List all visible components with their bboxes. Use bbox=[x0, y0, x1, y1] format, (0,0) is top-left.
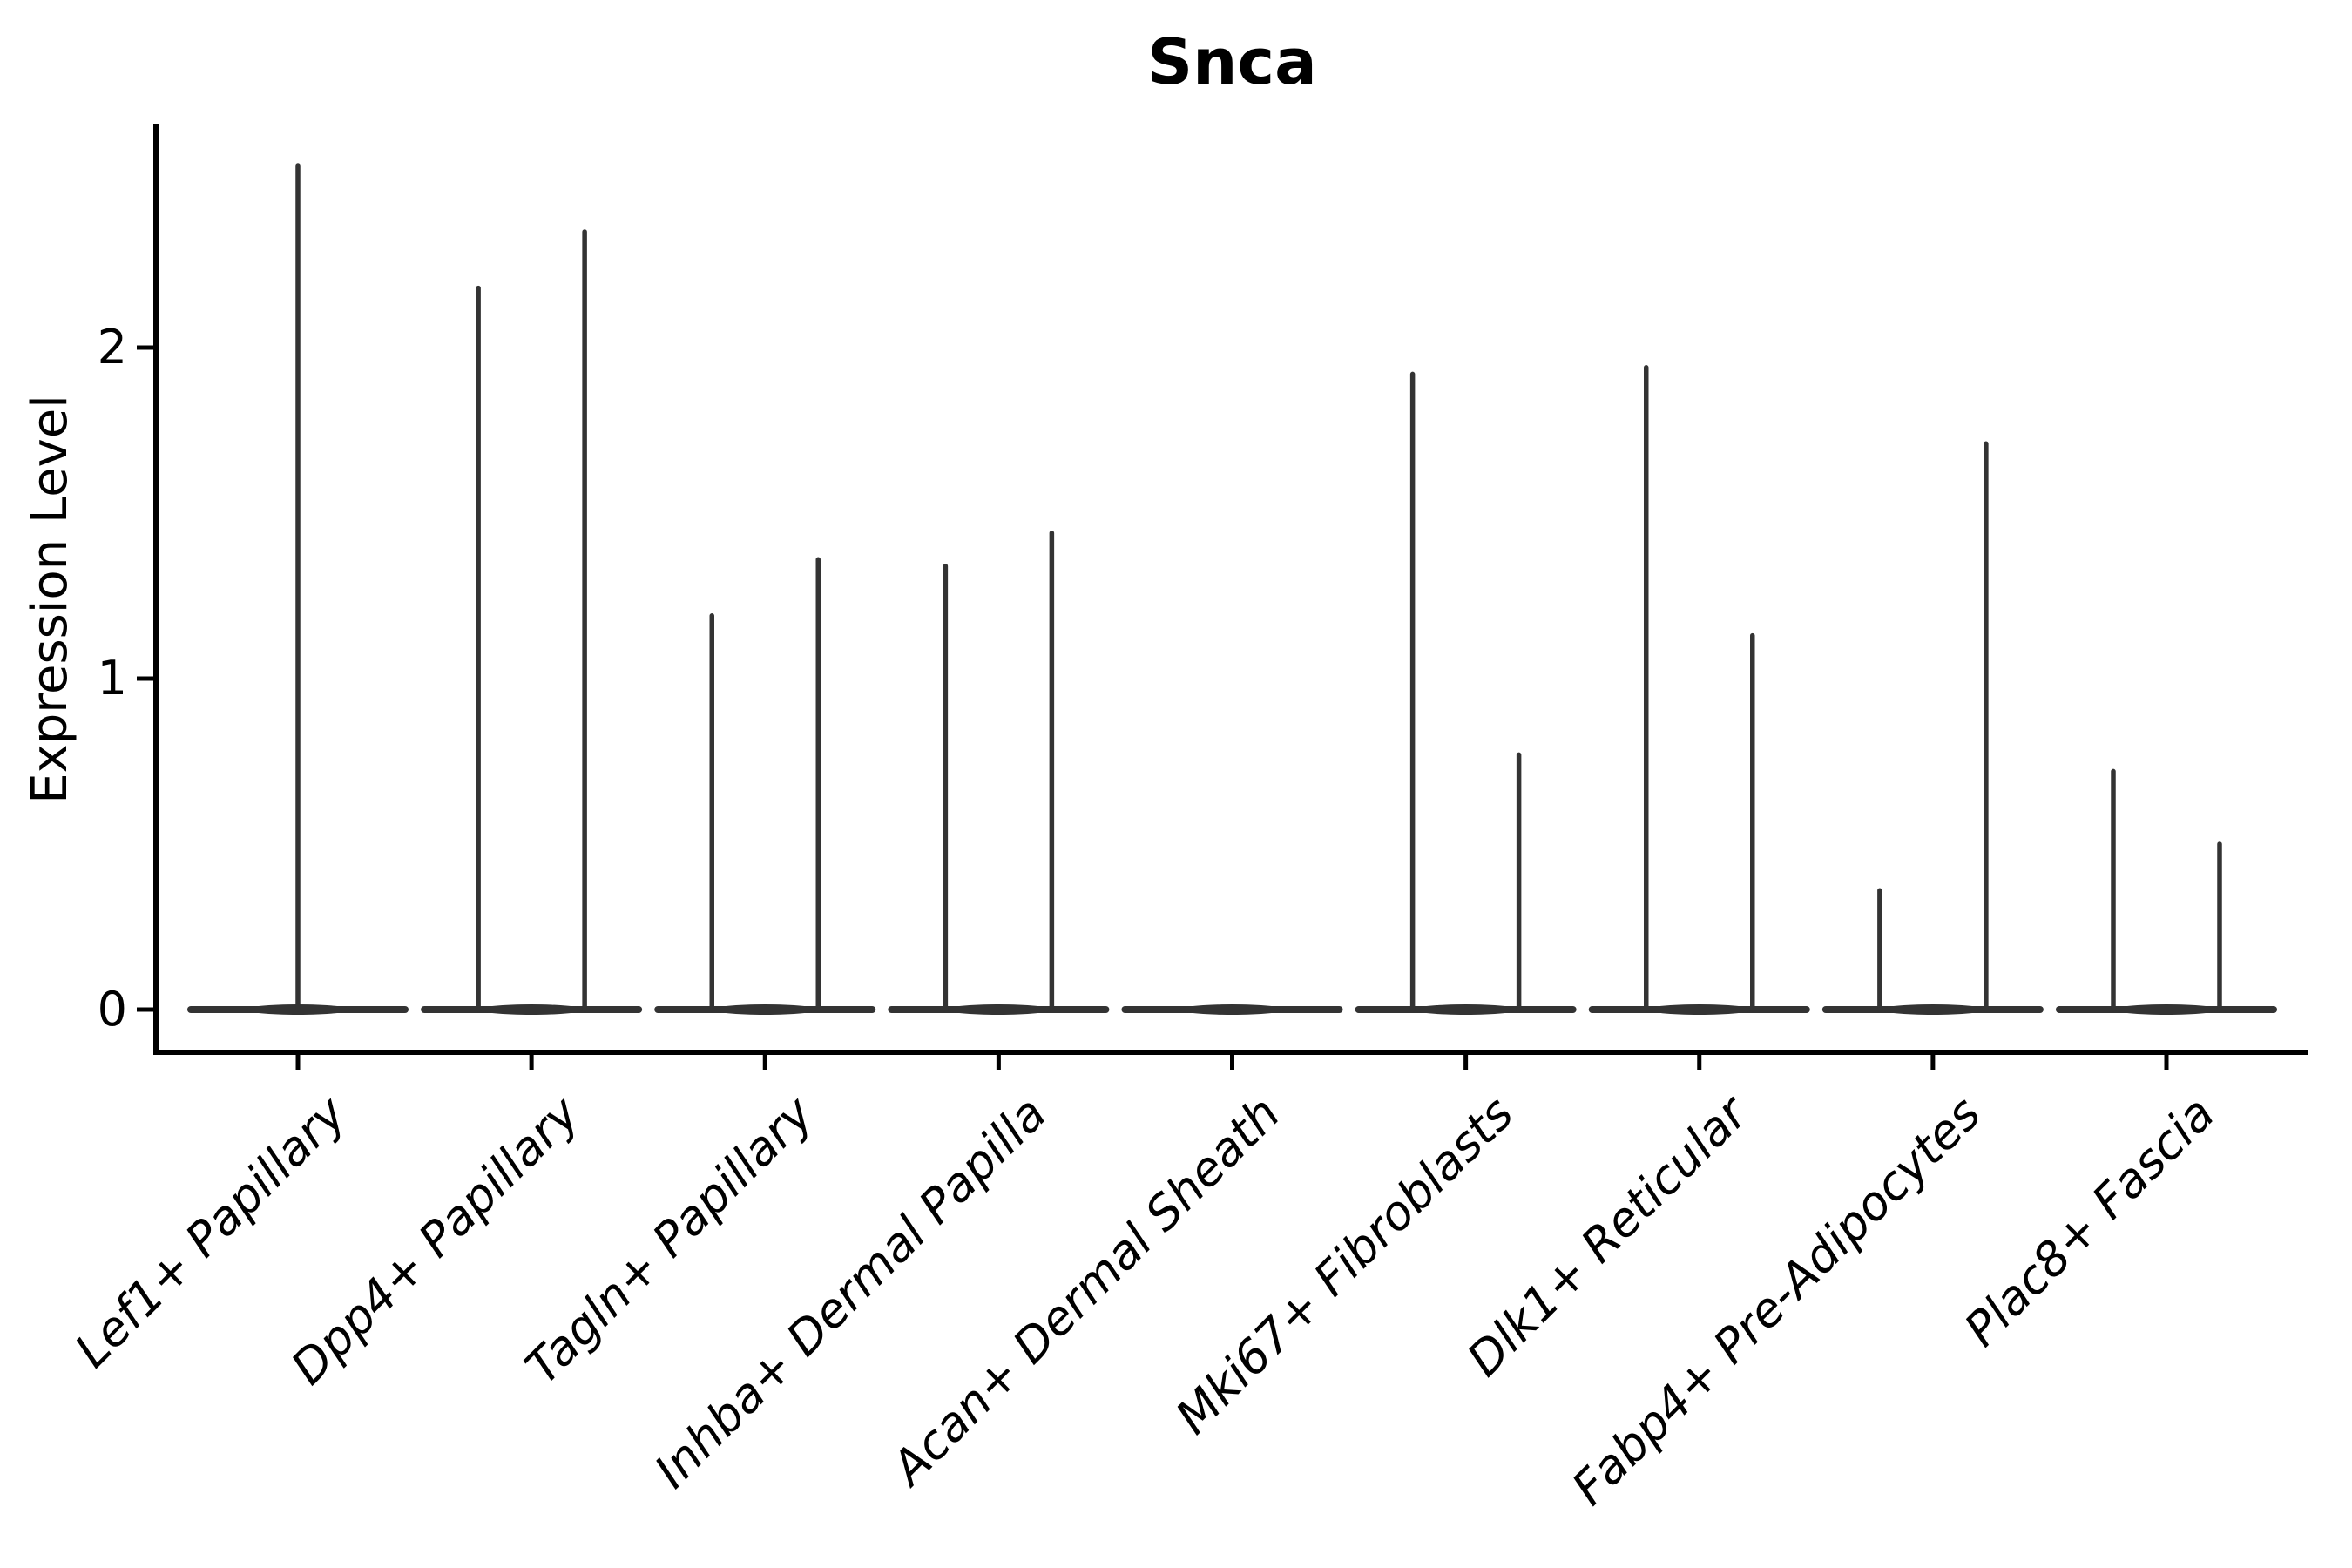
violin-base-bulge bbox=[2114, 1004, 2219, 1015]
violin-base-bulge bbox=[713, 1004, 818, 1015]
x-tick-mark bbox=[2164, 1055, 2169, 1070]
x-tick-mark bbox=[996, 1055, 1001, 1070]
y-tick-mark bbox=[137, 1007, 153, 1012]
x-tick-mark bbox=[762, 1055, 767, 1070]
x-tick-mark bbox=[1463, 1055, 1469, 1070]
violin-base-bulge bbox=[1880, 1004, 1985, 1015]
y-tick-mark bbox=[137, 676, 153, 681]
violin-base-bulge bbox=[1646, 1004, 1752, 1015]
x-tick-mark bbox=[295, 1055, 301, 1070]
violin-base-bulge bbox=[479, 1004, 585, 1015]
y-axis-label: Expression Level bbox=[22, 395, 78, 804]
y-tick-mark bbox=[137, 345, 153, 350]
violin-base-bulge bbox=[1179, 1004, 1285, 1015]
y-tick-label: 1 bbox=[97, 651, 127, 706]
x-axis-spine bbox=[153, 1050, 2308, 1055]
x-tick-mark bbox=[1230, 1055, 1234, 1070]
y-tick-label: 2 bbox=[97, 320, 127, 375]
x-tick-mark bbox=[529, 1055, 534, 1070]
chart-title: Snca bbox=[1147, 25, 1317, 98]
violin-base-bulge bbox=[946, 1004, 1051, 1015]
violin-base-bulge bbox=[1413, 1004, 1518, 1015]
y-tick-label: 0 bbox=[97, 982, 127, 1037]
y-axis-spine bbox=[153, 124, 159, 1055]
x-tick-mark bbox=[1697, 1055, 1702, 1070]
x-tick-mark bbox=[1930, 1055, 1936, 1070]
